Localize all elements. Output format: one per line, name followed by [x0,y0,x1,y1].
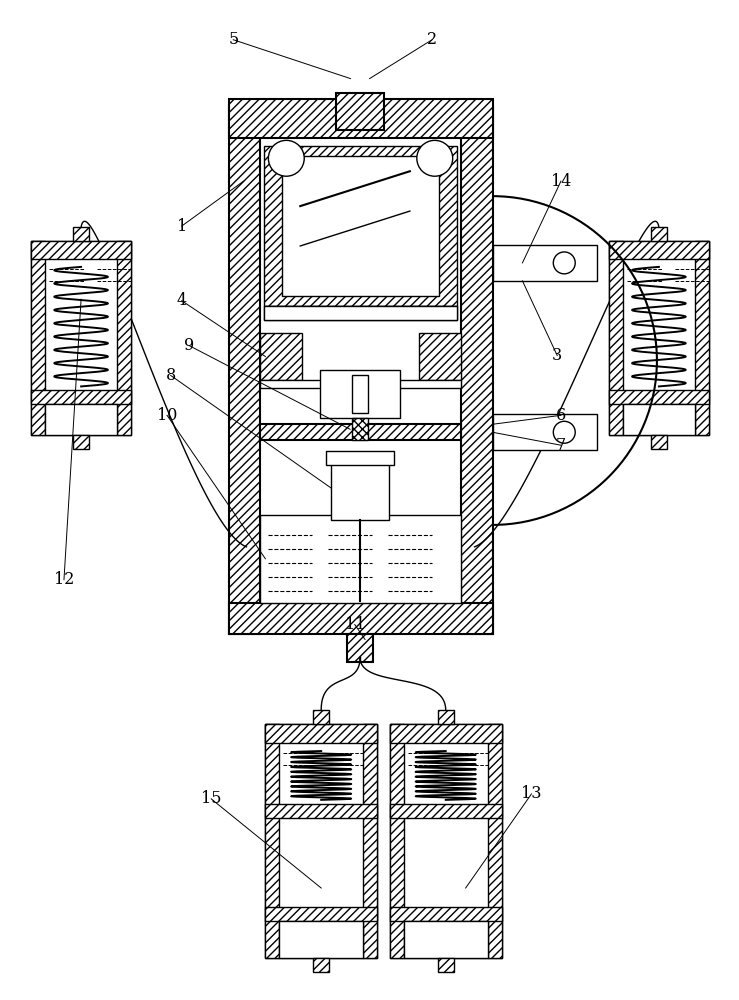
Text: 2: 2 [427,31,437,48]
Bar [265,724,377,958]
Circle shape [417,140,453,176]
Bar [609,241,623,435]
Bar [265,804,377,818]
Bar [390,907,502,921]
Text: 8: 8 [166,367,176,384]
Text: 3: 3 [552,347,562,364]
Bar [390,804,502,818]
Bar [390,724,404,958]
Text: 14: 14 [551,173,571,190]
Bar [265,306,457,320]
Bar [228,106,260,634]
Bar [404,921,488,958]
Bar [336,93,384,130]
Bar [73,227,89,241]
Bar [265,724,377,743]
Bar [31,241,131,435]
Text: 15: 15 [201,790,222,807]
Text: 7: 7 [556,437,566,454]
Bar [313,958,329,972]
Bar [609,241,709,259]
Bar [651,435,667,449]
Circle shape [554,252,575,274]
Bar [265,306,457,320]
Text: 5: 5 [228,31,239,48]
Bar [492,245,597,281]
Bar [260,515,460,603]
Bar [609,390,709,404]
Bar [609,241,709,435]
Bar [419,333,460,380]
Bar [320,370,400,418]
Bar [352,375,368,413]
Bar [260,333,302,380]
Bar [279,921,363,958]
Bar [651,227,667,241]
Circle shape [554,421,575,443]
Bar [352,418,368,440]
Text: 11: 11 [344,616,365,633]
Bar [363,724,377,958]
Bar [331,455,389,520]
Bar [282,156,439,296]
Bar [265,907,377,921]
Text: 4: 4 [177,292,187,309]
Circle shape [268,140,304,176]
Bar [265,724,279,958]
Text: 9: 9 [184,337,194,354]
Bar [347,634,373,662]
Bar [313,710,329,724]
Text: 13: 13 [521,785,542,802]
Bar [437,710,454,724]
Bar [488,724,502,958]
Bar [390,724,502,958]
Bar [228,603,492,634]
Bar [492,414,597,450]
Bar [73,435,89,449]
Bar [460,106,492,634]
Bar [31,390,131,404]
Text: 6: 6 [556,407,566,424]
Bar [117,241,131,435]
Bar [31,241,131,259]
Text: 10: 10 [157,407,177,424]
Bar [623,404,695,435]
Bar [437,958,454,972]
Bar [390,724,502,743]
Bar [326,451,394,465]
Bar [228,99,492,138]
Bar [45,404,117,435]
Bar [260,424,460,440]
Bar [31,241,45,435]
Text: 12: 12 [54,571,74,588]
Bar [265,146,457,306]
Text: 1: 1 [177,218,187,235]
Bar [260,380,460,388]
Bar [695,241,709,435]
